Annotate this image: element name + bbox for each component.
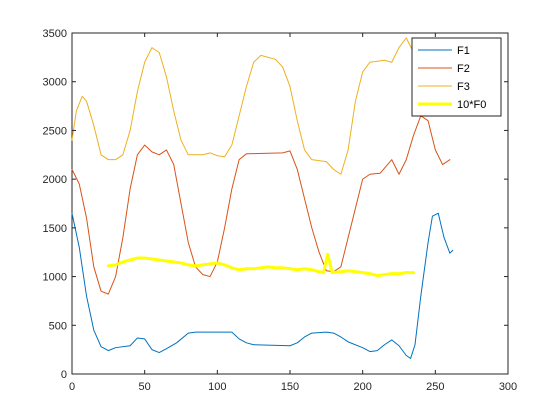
series-line-3 [106, 252, 416, 278]
y-tick-label: 2500 [43, 125, 67, 137]
series-layer [71, 37, 454, 359]
x-tick-label: 150 [281, 381, 299, 393]
y-tick-label: 500 [49, 320, 67, 332]
x-tick-label: 50 [139, 381, 151, 393]
axis-layer: 0 50 100 150 200 250 3000500100015002000250030… [43, 28, 518, 393]
series-line-0 [71, 212, 454, 359]
legend-label-2: F3 [457, 81, 470, 93]
x-tick-label: 100 [208, 381, 226, 393]
y-tick-label: 1000 [43, 272, 67, 284]
legend: F1 F2 F3 10*F0 [411, 37, 502, 117]
legend-label-3: 10*F0 [457, 99, 486, 111]
series-line-1 [71, 115, 451, 295]
x-tick-label: 0 [69, 381, 75, 393]
x-tick-label: 300 [499, 381, 517, 393]
y-tick-label: 0 [61, 369, 67, 381]
x-tick-label: 200 [353, 381, 371, 393]
y-tick-label: 3500 [43, 28, 67, 40]
x-tick-label: 250 [426, 381, 444, 393]
legend-label-0: F1 [457, 45, 470, 57]
y-tick-label: 2000 [43, 174, 67, 186]
y-tick-label: 1500 [43, 223, 67, 235]
legend-label-1: F2 [457, 63, 470, 75]
y-tick-label: 3000 [43, 77, 67, 89]
series-line-2 [71, 37, 429, 175]
